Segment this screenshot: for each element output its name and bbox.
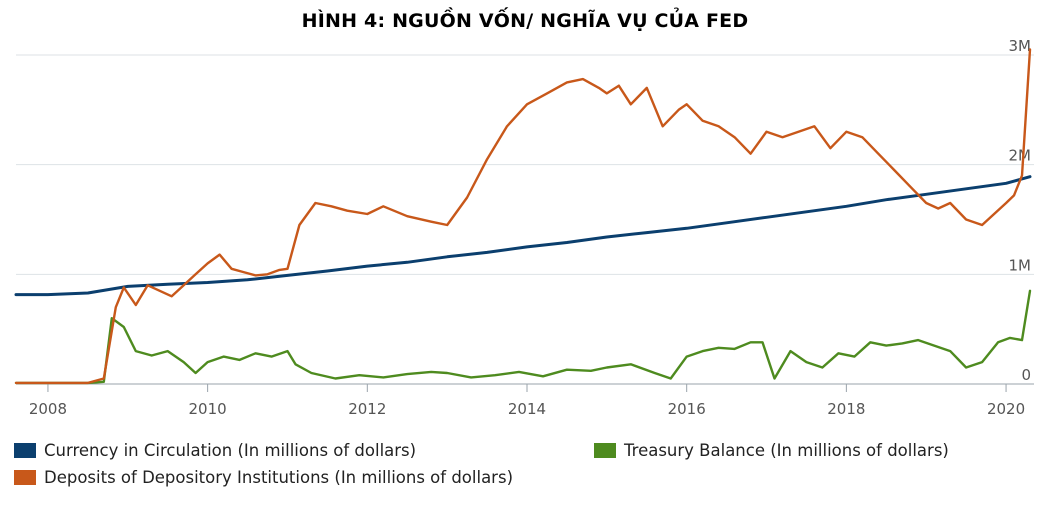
series-lines bbox=[14, 48, 1032, 385]
x-tick-label: 2014 bbox=[508, 400, 546, 418]
x-tick-label: 2018 bbox=[827, 400, 865, 418]
x-tick-label: 2020 bbox=[987, 400, 1025, 418]
series-currency-line bbox=[14, 175, 1032, 297]
y-tick-label: 3M bbox=[1009, 37, 1032, 55]
x-tick-label: 2016 bbox=[668, 400, 706, 418]
series-deposits-line bbox=[14, 48, 1032, 385]
x-tick-label: 2012 bbox=[348, 400, 386, 418]
x-tick-label: 2008 bbox=[29, 400, 67, 418]
y-tick-label: 2M bbox=[1009, 147, 1032, 165]
x-axis: 2008 2010 2012 2014 2016 2018 2020 bbox=[16, 383, 1034, 418]
x-tick-label: 2010 bbox=[189, 400, 227, 418]
y-axis-labels: 0 1M 2M 3M bbox=[1009, 37, 1032, 384]
y-tick-label: 0 bbox=[1021, 366, 1031, 384]
chart-title: HÌNH 4: NGUỒN VỐN/ NGHĨA VỤ CỦA FED bbox=[301, 10, 749, 32]
grid-lines bbox=[16, 54, 1034, 275]
y-tick-label: 1M bbox=[1009, 256, 1032, 274]
series-treasury-line bbox=[14, 289, 1032, 385]
